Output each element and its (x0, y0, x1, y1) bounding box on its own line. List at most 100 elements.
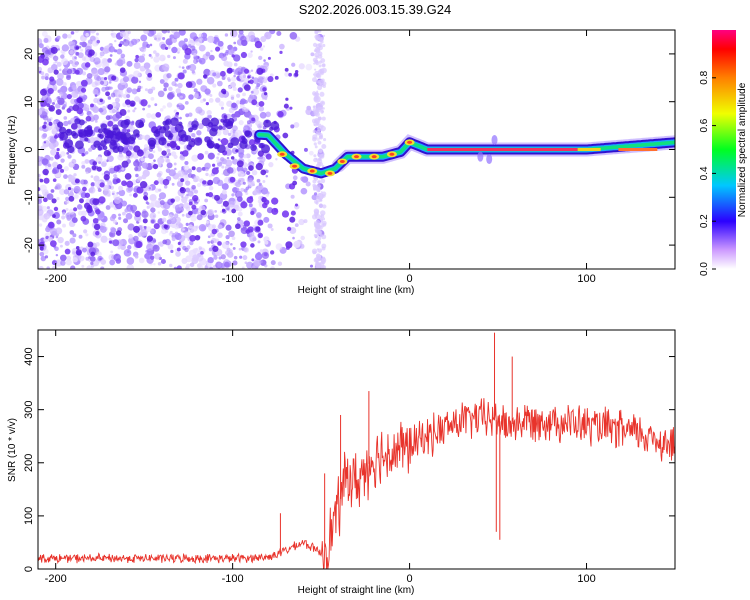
heatmap-noise-dot (255, 226, 261, 232)
heatmap-noise-dot (315, 129, 321, 135)
heatmap-noise-dot (314, 256, 321, 263)
heatmap-noise-dot (185, 255, 193, 263)
heatmap-noise-dot (185, 187, 191, 193)
colorbar-ticks: 0.0 0.2 0.4 0.6 0.8 (699, 70, 716, 276)
heatmap-noise-dot (230, 96, 235, 100)
heatmap-noise-dot (323, 34, 326, 37)
colorbar-tick-label: 0.2 (699, 214, 710, 228)
heatmap-noise-dot (122, 39, 130, 47)
heatmap-noise-dot (187, 190, 194, 197)
heatmap-noise-dot (240, 35, 247, 43)
heatmap-noise-dot (198, 224, 207, 232)
heatmap-noise-dot (181, 196, 188, 204)
heatmap-noise-dot (319, 68, 325, 74)
heatmap-noise-dot (122, 76, 130, 83)
heatmap-noise-dot (55, 78, 64, 86)
heatmap-noise-dot (71, 60, 79, 68)
heatmap-noise-dot (148, 153, 154, 160)
heatmap-noise-dot (167, 91, 175, 99)
heatmap-noise-dot (186, 263, 191, 268)
heatmap-noise-dot (235, 100, 241, 105)
heatmap-noise-dot (319, 83, 322, 86)
heatmap-noise-dot (206, 76, 215, 85)
heatmap-noise-dot (173, 266, 178, 269)
y-tick-label: 400 (23, 347, 35, 365)
heatmap-noise-dot (123, 218, 129, 224)
heatmap-noise-dot (319, 234, 324, 238)
heatmap-noise-dot (191, 132, 196, 138)
heatmap-y-ticks: -20 -10 0 10 20 (23, 48, 675, 253)
heatmap-noise-dot (141, 44, 147, 49)
heatmap-noise-dot (135, 173, 139, 178)
heatmap-noise-dot (183, 164, 190, 171)
heatmap-noise-dot (260, 169, 267, 176)
heatmap-noise-dot (207, 208, 215, 216)
heatmap-noise-dot (65, 199, 70, 204)
heatmap-noise-dot (171, 182, 175, 186)
heatmap-noise-dot (133, 145, 141, 153)
heatmap-noise-dot (257, 150, 264, 157)
heatmap-noise-dot (68, 208, 75, 215)
heatmap-noise-dot (233, 71, 238, 75)
heatmap-noise-dot (126, 264, 135, 269)
heatmap-noise-dot (81, 56, 87, 61)
heatmap-noise-dot (237, 170, 245, 178)
heatmap-ridge-blob (211, 124, 219, 132)
heatmap-noise-dot (202, 74, 208, 79)
heatmap-noise-dot (84, 192, 91, 198)
heatmap-noise-dot (101, 86, 107, 92)
heatmap-noise-dot (149, 43, 153, 47)
heatmap-noise-dot (97, 188, 102, 193)
heatmap-ridge-blob (184, 135, 192, 142)
heatmap-noise-dot (74, 178, 80, 184)
ridge-peak-blob (354, 155, 359, 159)
heatmap-noise-dot (93, 175, 100, 182)
heatmap-ridge-blob (100, 140, 107, 147)
heatmap-noise-dot (57, 236, 64, 244)
heatmap-noise-dot (150, 96, 155, 101)
heatmap-noise-dot (246, 120, 251, 125)
heatmap-noise-dot (72, 233, 77, 238)
heatmap-noise-dot (81, 41, 87, 48)
heatmap-noise-dot (253, 188, 260, 196)
heatmap-noise-dot (61, 215, 66, 220)
heatmap-noise-dot (220, 106, 224, 110)
heatmap-noise-dot (68, 195, 75, 202)
heatmap-ridge-blob (97, 128, 103, 134)
heatmap-noise-dot (70, 188, 74, 192)
heatmap-noise-dot (312, 129, 316, 134)
heatmap-noise-dot (114, 39, 117, 43)
heatmap-noise-dot (207, 256, 214, 264)
heatmap-noise-dot (47, 221, 55, 229)
heatmap-noise-dot (162, 178, 170, 186)
heatmap-noise-dot (72, 257, 78, 263)
heatmap-noise-dot (196, 166, 202, 173)
heatmap-noise-dot (47, 236, 54, 242)
heatmap-noise-dot (236, 93, 241, 98)
heatmap-noise-dot (148, 202, 155, 208)
heatmap-noise-dot (308, 150, 314, 156)
heatmap-noise-dot (162, 36, 166, 41)
heatmap-ridge-blob (167, 135, 173, 141)
heatmap-noise-dot (254, 252, 263, 261)
heatmap-noise-dot (313, 222, 317, 226)
heatmap-noise-dot (90, 261, 94, 266)
heatmap-noise-dot (66, 108, 72, 113)
heatmap-noise-dot (43, 177, 50, 184)
heatmap-noise-dot (107, 96, 112, 100)
heatmap-noise-dot (239, 255, 243, 259)
heatmap-noise-dot (137, 55, 145, 63)
heatmap-noise-dot (320, 58, 326, 63)
heatmap-noise-dot (93, 114, 99, 121)
heatmap-noise-dot (186, 193, 189, 197)
heatmap-noise-dot (52, 214, 56, 218)
heatmap-noise-dot (138, 257, 145, 264)
heatmap-noise-dot (163, 185, 168, 189)
heatmap-ridge-blob (59, 131, 69, 141)
heatmap-noise-dot (196, 253, 204, 262)
heatmap-noise-dot (82, 247, 87, 253)
heatmap-noise-dot (110, 92, 116, 98)
heatmap-noise-dot (320, 178, 326, 184)
colorbar-label: Normalized spectral amplitude (737, 82, 748, 217)
heatmap-noise-dot (166, 162, 173, 169)
